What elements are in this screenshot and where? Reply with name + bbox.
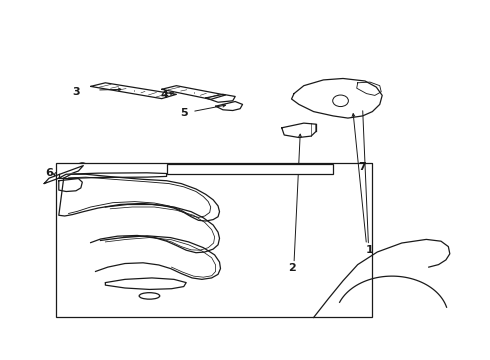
Bar [167,164,333,174]
Polygon shape [105,278,186,289]
Text: 4: 4 [160,90,168,100]
Text: 1: 1 [366,245,374,255]
Text: 7: 7 [359,162,367,172]
Text: 6: 6 [45,168,53,178]
Polygon shape [59,173,167,179]
Polygon shape [44,166,83,184]
Polygon shape [206,94,235,102]
Polygon shape [282,123,316,138]
Text: 2: 2 [288,263,295,273]
Polygon shape [292,78,382,118]
Polygon shape [91,83,176,99]
Polygon shape [162,86,225,99]
Polygon shape [59,174,220,221]
Text: 5: 5 [180,108,188,118]
Bar [56,163,372,317]
Ellipse shape [139,293,160,299]
Text: 8: 8 [209,164,217,174]
Text: 3: 3 [72,87,80,97]
Polygon shape [216,102,243,111]
Polygon shape [59,179,82,192]
